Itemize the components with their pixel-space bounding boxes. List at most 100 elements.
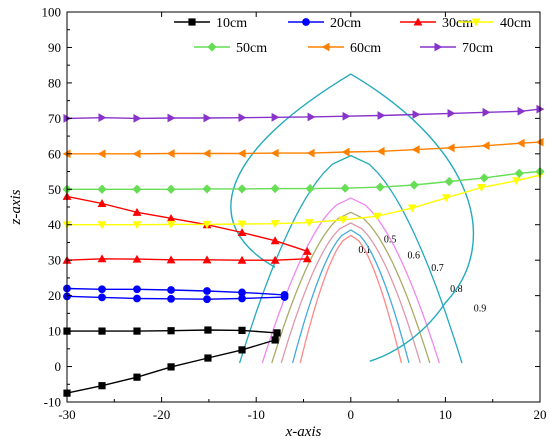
data-point-60cm xyxy=(411,145,420,154)
data-point-50cm xyxy=(166,184,176,194)
data-point-70cm xyxy=(238,113,247,123)
y-tick-label: 0 xyxy=(55,359,62,374)
data-point-50cm xyxy=(409,180,419,190)
data-point-10cm xyxy=(133,327,141,335)
contour-envelope xyxy=(230,73,475,362)
data-point-40cm xyxy=(304,219,314,227)
data-point-70cm xyxy=(203,113,212,123)
y-tick-label: 80 xyxy=(48,75,61,90)
data-point-70cm xyxy=(517,106,526,116)
data-point-10cm xyxy=(98,327,106,335)
data-point-50cm xyxy=(132,184,142,194)
x-tick-label: -10 xyxy=(248,407,265,422)
data-point-50cm xyxy=(340,183,350,193)
data-point-10cm xyxy=(167,363,175,371)
data-point-40cm xyxy=(97,221,107,230)
contour-line-0.8 xyxy=(261,197,440,364)
data-point-60cm xyxy=(132,149,141,159)
x-tick-label: 20 xyxy=(534,407,547,422)
data-point-20cm xyxy=(167,286,175,294)
data-point-30cm xyxy=(97,254,107,263)
contour-label-0.1: 0.1 xyxy=(358,245,371,256)
data-point-20cm xyxy=(98,285,106,294)
data-point-30cm xyxy=(132,254,142,263)
contour-line-0.1 xyxy=(299,234,403,364)
data-point-30cm xyxy=(302,254,312,263)
data-point-10cm xyxy=(238,326,246,334)
y-tick-label: 10 xyxy=(48,324,61,339)
data-point-30cm xyxy=(237,228,247,237)
data-point-40cm xyxy=(270,220,280,229)
data-point-20cm xyxy=(203,295,211,304)
data-point-50cm xyxy=(444,176,454,187)
y-tick-label: 90 xyxy=(48,40,61,55)
data-point-60cm xyxy=(270,148,279,158)
contour-label-0.9: 0.9 xyxy=(474,304,487,315)
legend-marker-10cm xyxy=(188,18,196,26)
y-tick-label: -10 xyxy=(44,395,61,410)
legend-label-20cm: 20cm xyxy=(330,16,361,31)
data-point-20cm xyxy=(133,294,141,303)
data-point-50cm xyxy=(375,182,385,192)
data-point-40cm xyxy=(511,177,521,186)
data-point-50cm xyxy=(202,184,212,194)
legend-label-10cm: 10cm xyxy=(216,16,247,31)
data-point-30cm xyxy=(166,255,176,264)
data-point-60cm xyxy=(376,146,385,156)
legend-label-60cm: 60cm xyxy=(350,41,381,56)
data-point-40cm xyxy=(372,212,382,221)
legend-label-30cm: 30cm xyxy=(442,16,473,31)
axes-layer: -30 -20 -10 0 10 20 -10 0 10 20 30 40 50 60 70 80 90 100 x… xyxy=(8,5,547,441)
data-point-70cm xyxy=(447,109,456,118)
data-point-60cm xyxy=(481,141,490,151)
legend: 10cm 20cm 30cm 40cm 50cm 60cm 70cm xyxy=(174,16,531,56)
data-point-20cm xyxy=(133,285,141,294)
data-point-30cm xyxy=(132,207,142,216)
legend-label-40cm: 40cm xyxy=(500,16,531,31)
x-tick-label: 10 xyxy=(439,407,452,422)
contour-label-0.7: 0.7 xyxy=(431,263,444,274)
data-point-70cm xyxy=(412,110,421,119)
y-tick-label: 50 xyxy=(48,182,61,197)
data-point-40cm xyxy=(441,194,451,203)
legend-marker-30cm xyxy=(413,17,423,26)
data-point-40cm xyxy=(237,220,247,229)
data-point-50cm xyxy=(305,183,315,194)
series-line-30cm-1 xyxy=(66,258,308,261)
data-point-50cm xyxy=(270,183,280,194)
data-point-20cm xyxy=(203,287,211,295)
data-point-70cm xyxy=(377,111,386,120)
legend-label-50cm: 50cm xyxy=(236,41,267,56)
legend-marker-20cm xyxy=(302,18,310,26)
y-tick-label: 100 xyxy=(42,5,62,20)
data-point-60cm xyxy=(166,149,175,158)
y-tick-label: 40 xyxy=(48,217,61,232)
data-point-30cm xyxy=(237,255,247,264)
data-point-60cm xyxy=(202,149,211,158)
data-point-40cm xyxy=(407,204,417,213)
data-point-70cm xyxy=(271,112,280,122)
data-point-60cm xyxy=(237,149,246,158)
data-point-70cm xyxy=(482,107,491,117)
legend-marker-40cm xyxy=(471,18,481,27)
data-point-50cm xyxy=(479,173,489,183)
contour-layer: 0.10.50.60.70.80.9 xyxy=(230,73,487,364)
data-point-30cm xyxy=(202,255,212,264)
y-tick-label: 20 xyxy=(48,288,61,303)
data-point-50cm xyxy=(514,168,524,178)
data-point-10cm xyxy=(133,373,141,381)
data-point-70cm xyxy=(98,113,107,123)
data-point-30cm xyxy=(302,246,312,255)
data-point-70cm xyxy=(167,113,176,123)
contour-line-0.6 xyxy=(280,222,421,364)
data-point-10cm xyxy=(204,354,212,362)
data-point-70cm xyxy=(342,111,351,121)
y-axis-title: z-axis xyxy=(8,189,24,225)
legend-label-70cm: 70cm xyxy=(462,41,493,56)
x-tick-label: -30 xyxy=(58,407,75,422)
data-point-40cm xyxy=(166,220,176,229)
contour-line-0.7 xyxy=(271,211,431,364)
x-tick-label: 0 xyxy=(348,407,355,422)
data-point-40cm xyxy=(338,216,348,225)
